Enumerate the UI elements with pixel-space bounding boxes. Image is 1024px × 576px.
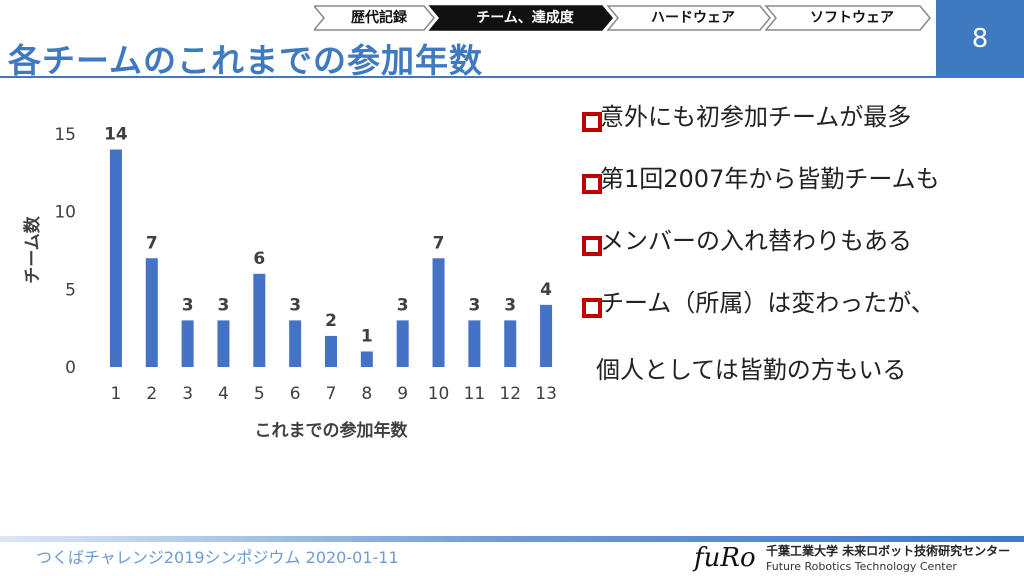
x-tick-label: 3 bbox=[182, 384, 193, 404]
data-label: 6 bbox=[253, 249, 265, 269]
data-label: 14 bbox=[104, 125, 128, 145]
x-tick-label: 12 bbox=[499, 384, 521, 404]
y-tick-label: 5 bbox=[65, 280, 76, 300]
tab-software[interactable]: ソフトウェア bbox=[810, 10, 894, 26]
page-number: 8 bbox=[936, 0, 1024, 78]
bar bbox=[145, 258, 158, 367]
x-tick-label: 9 bbox=[397, 384, 408, 404]
x-tick-label: 1 bbox=[111, 384, 122, 404]
bar bbox=[540, 304, 553, 367]
x-tick-label: 2 bbox=[146, 384, 157, 404]
bar bbox=[396, 320, 409, 367]
x-tick-label: 6 bbox=[290, 384, 301, 404]
page-title: 各チームのこれまでの参加年数 bbox=[8, 41, 484, 80]
title-underline bbox=[0, 76, 936, 78]
bullet-text: 意外にも初参加チームが最多 bbox=[600, 103, 912, 131]
x-tick-label: 4 bbox=[218, 384, 229, 404]
bar bbox=[217, 320, 230, 367]
bullet-item: 第1回2007年から皆勤チームも bbox=[580, 162, 1020, 224]
y-tick-label: 10 bbox=[54, 203, 76, 223]
bar bbox=[289, 320, 302, 367]
x-axis-label: これまでの参加年数 bbox=[255, 420, 409, 441]
bullet-item: 意外にも初参加チームが最多 bbox=[580, 100, 1020, 162]
bullet-text: 第1回2007年から皆勤チームも bbox=[600, 165, 940, 193]
data-label: 3 bbox=[182, 295, 194, 315]
x-tick-label: 7 bbox=[326, 384, 337, 404]
bar bbox=[181, 320, 194, 367]
bullet-square-icon bbox=[582, 236, 602, 256]
data-label: 7 bbox=[433, 233, 445, 253]
data-label: 3 bbox=[289, 295, 301, 315]
y-tick-label: 0 bbox=[65, 358, 76, 378]
data-label: 3 bbox=[468, 295, 480, 315]
bullet-item: チーム（所属）は変わったが、 bbox=[580, 286, 1020, 348]
bullet-item: メンバーの入れ替わりもある bbox=[580, 224, 1020, 286]
organization-name-en: Future Robotics Technology Center bbox=[766, 560, 957, 573]
bullet-square-icon bbox=[582, 174, 602, 194]
bar bbox=[109, 149, 122, 367]
data-label: 7 bbox=[146, 233, 158, 253]
data-label: 3 bbox=[218, 295, 230, 315]
data-label: 3 bbox=[504, 295, 516, 315]
y-axis-label: チーム数 bbox=[22, 215, 43, 283]
footer-bar bbox=[0, 536, 1024, 542]
x-tick-label: 10 bbox=[428, 384, 450, 404]
data-label: 2 bbox=[325, 311, 337, 331]
x-tick-label: 11 bbox=[464, 384, 486, 404]
organization-name-jp: 千葉工業大学 未来ロボット技術研究センター bbox=[766, 544, 1011, 558]
bullet-square-icon bbox=[582, 298, 602, 318]
y-tick-label: 15 bbox=[54, 125, 76, 145]
logo-text: fuRo bbox=[692, 543, 756, 573]
x-tick-label: 8 bbox=[361, 384, 372, 404]
bar bbox=[253, 273, 266, 367]
data-label: 1 bbox=[361, 326, 373, 346]
data-label: 4 bbox=[540, 280, 552, 300]
bullet-text: メンバーの入れ替わりもある bbox=[600, 227, 912, 255]
bullet-list: 意外にも初参加チームが最多 第1回2007年から皆勤チームも メンバーの入れ替わ… bbox=[580, 100, 1020, 348]
section-nav-shapes bbox=[314, 5, 931, 31]
bar bbox=[360, 351, 373, 367]
bar bbox=[468, 320, 481, 367]
tab-history[interactable]: 歴代記録 bbox=[351, 10, 407, 26]
nav-tab-shape-2 bbox=[428, 5, 613, 31]
section-nav: 歴代記録 チーム、達成度 ハードウェア ソフトウェア bbox=[314, 4, 934, 32]
bullet-continuation: 個人としては皆勤の方もいる bbox=[596, 356, 907, 384]
nav-tab-shape-1 bbox=[314, 5, 435, 31]
data-label: 3 bbox=[397, 295, 409, 315]
tab-hardware[interactable]: ハードウェア bbox=[651, 10, 735, 26]
event-name: つくばチャレンジ2019シンポジウム 2020-01-11 bbox=[36, 548, 399, 567]
bullet-text: チーム（所属）は変わったが、 bbox=[600, 289, 935, 317]
x-tick-label: 13 bbox=[535, 384, 557, 404]
bullet-square-icon bbox=[582, 112, 602, 132]
bar bbox=[325, 335, 337, 367]
tab-teams-achievement[interactable]: チーム、達成度 bbox=[476, 10, 574, 26]
bar bbox=[432, 258, 445, 367]
x-tick-label: 5 bbox=[254, 384, 265, 404]
furo-logo: fuRo bbox=[692, 543, 756, 573]
nav-tab-shape-4 bbox=[764, 5, 931, 31]
nav-tab-shape-3 bbox=[606, 5, 771, 31]
bar bbox=[504, 320, 517, 367]
